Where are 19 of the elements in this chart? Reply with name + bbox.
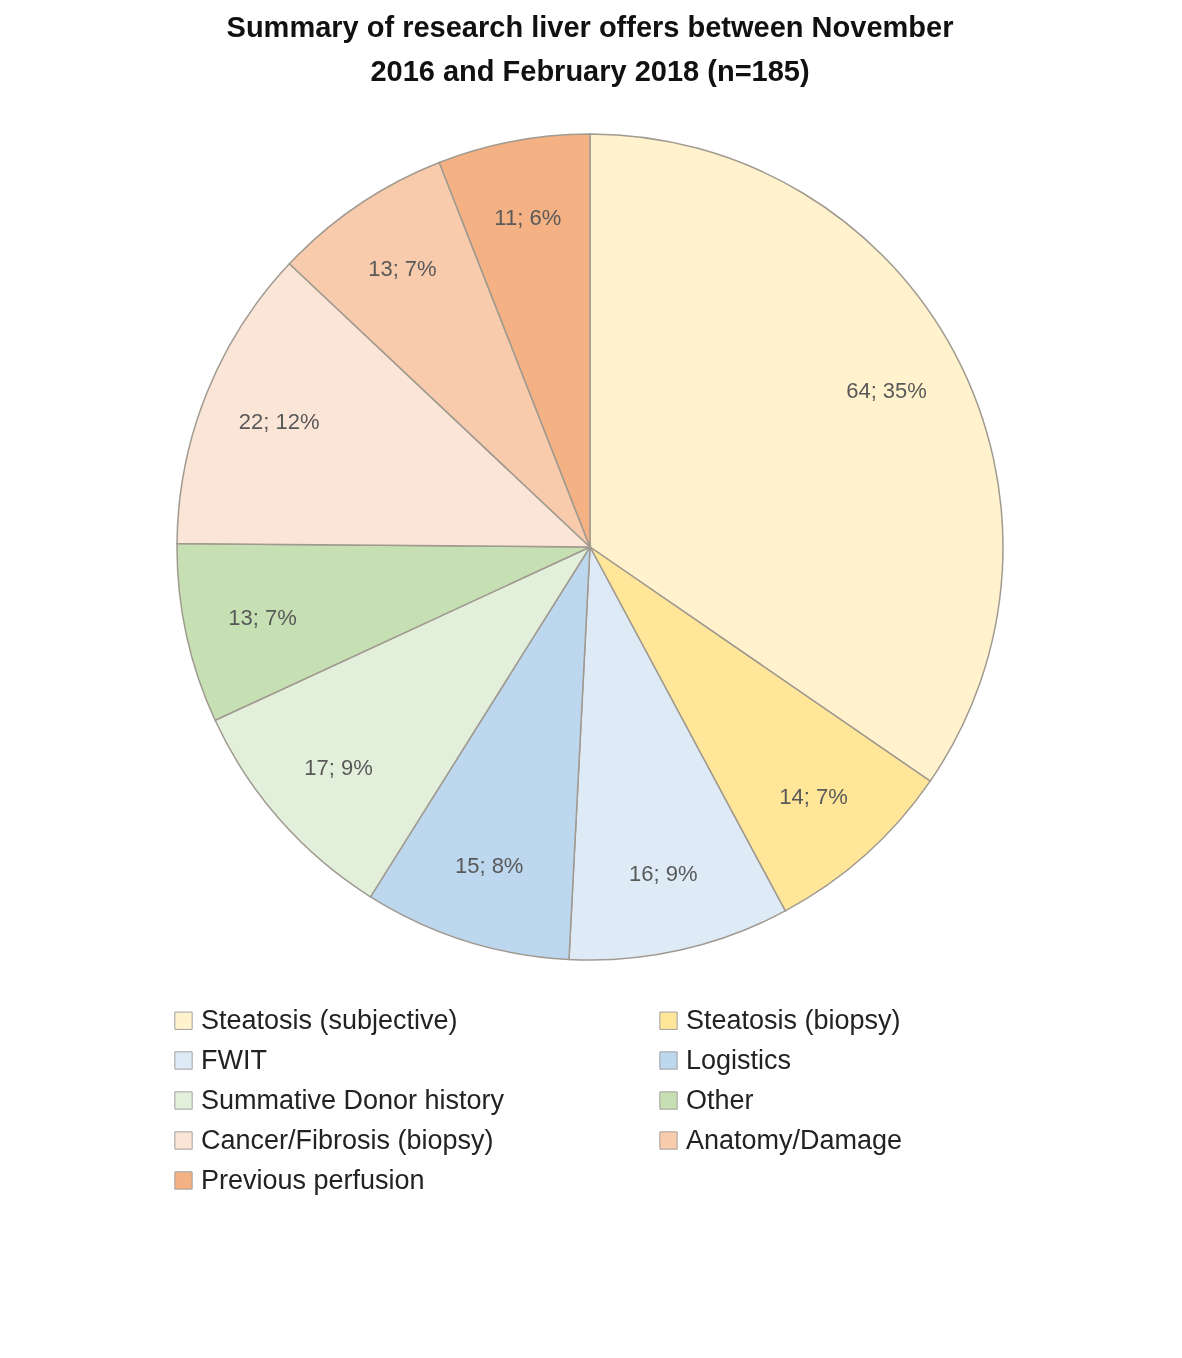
data-label: 17; 9%	[304, 755, 373, 781]
data-label: 64; 35%	[846, 378, 927, 404]
data-label: 11; 6%	[494, 204, 562, 230]
legend-label: Anatomy/Damage	[686, 1124, 903, 1155]
data-label: 14; 7%	[779, 783, 848, 809]
data-label: 15; 8%	[454, 853, 524, 879]
data-label: 22; 12%	[238, 409, 320, 435]
data-label: 13; 7%	[368, 256, 437, 282]
chart-title: Summary of research liver offers between November 2016 and February 2018 (n=185)	[226, 11, 954, 87]
legend-label: Logistics	[686, 1044, 792, 1075]
legend-label: Previous perfusion	[201, 1164, 425, 1195]
legend-label: Steatosis (subjective)	[201, 1004, 458, 1035]
legend-label: Cancer/Fibrosis (biopsy)	[201, 1124, 494, 1155]
legend-label: Summative Donor history	[201, 1084, 505, 1115]
legend-label: FWIT	[201, 1044, 267, 1075]
legend-label: Steatosis (biopsy)	[686, 1004, 901, 1035]
data-label: 13; 7%	[228, 604, 297, 630]
data-label: 16; 9%	[629, 860, 698, 886]
legend-label: Other	[686, 1084, 754, 1115]
